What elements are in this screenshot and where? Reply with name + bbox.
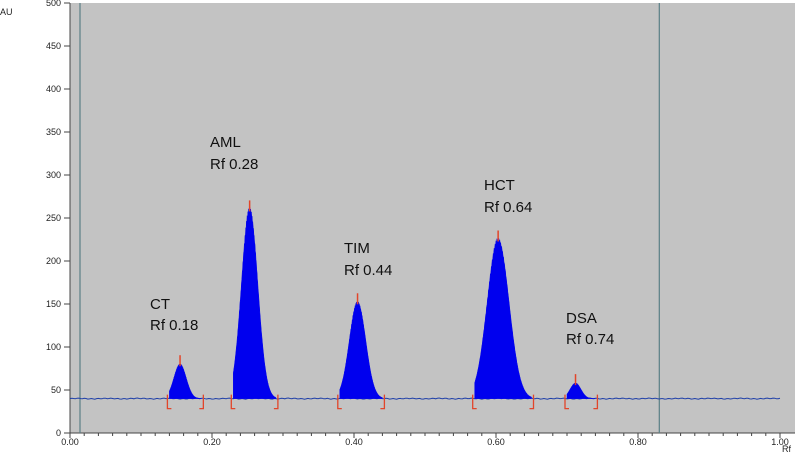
peak-end-bracket [380, 394, 386, 410]
peak-dsa [566, 382, 596, 399]
peak-start-bracket [166, 394, 172, 410]
peak-rf-hct: Rf 0.64 [484, 199, 532, 216]
peak-end-bracket [529, 394, 535, 410]
x-tick-label: 0.60 [487, 437, 505, 447]
peak-aml [233, 207, 277, 399]
peak-markers [166, 200, 599, 410]
y-tick-label: 500 [46, 0, 61, 8]
peak-ct [169, 362, 202, 399]
y-tick-label: 150 [46, 299, 61, 309]
peaks [169, 207, 596, 399]
y-tick-label: 0 [56, 428, 61, 438]
peak-rf-dsa: Rf 0.74 [566, 331, 614, 348]
peak-rf-aml: Rf 0.28 [210, 156, 258, 173]
y-tick-label: 350 [46, 127, 61, 137]
x-axis-unit: Rf [782, 444, 791, 454]
x-ticks: 0.00 0.20 0.40 0.60 0.80 1.00 [61, 433, 789, 447]
y-tick-label: 100 [46, 342, 61, 352]
peak-hct [474, 237, 532, 399]
peak-start-bracket [564, 394, 569, 410]
peak-tim [339, 301, 383, 399]
x-tick-label: 0.20 [203, 437, 221, 447]
y-tick-label: 300 [46, 170, 61, 180]
peak-label-aml: AML [210, 134, 241, 151]
peak-start-bracket [337, 394, 342, 410]
peak-label-hct: HCT [484, 177, 515, 194]
y-ticks: 0 50 100 150 200 250 300 350 400 450 500 [46, 0, 70, 438]
y-tick-label: 50 [51, 385, 61, 395]
y-axis-unit: AU [0, 7, 13, 17]
peak-start-bracket [230, 394, 236, 410]
peak-start-bracket [472, 394, 477, 410]
plot-area [70, 3, 795, 433]
peak-rf-tim: Rf 0.44 [344, 262, 392, 279]
x-tick-label: 0.40 [345, 437, 363, 447]
peak-label-tim: TIM [344, 240, 370, 257]
y-tick-label: 250 [46, 213, 61, 223]
peak-label-ct: CT [150, 296, 170, 313]
x-tick-label: 1.00 [771, 437, 789, 447]
y-tick-label: 400 [46, 84, 61, 94]
peak-rf-ct: Rf 0.18 [150, 317, 198, 334]
peak-end-bracket [593, 394, 599, 410]
peak-end-bracket [273, 394, 279, 410]
y-tick-label: 450 [46, 41, 61, 51]
x-tick-label: 0.80 [629, 437, 647, 447]
x-tick-label: 0.00 [61, 437, 79, 447]
y-tick-label: 200 [46, 256, 61, 266]
peak-label-dsa: DSA [566, 310, 597, 327]
peak-end-bracket [199, 394, 204, 410]
